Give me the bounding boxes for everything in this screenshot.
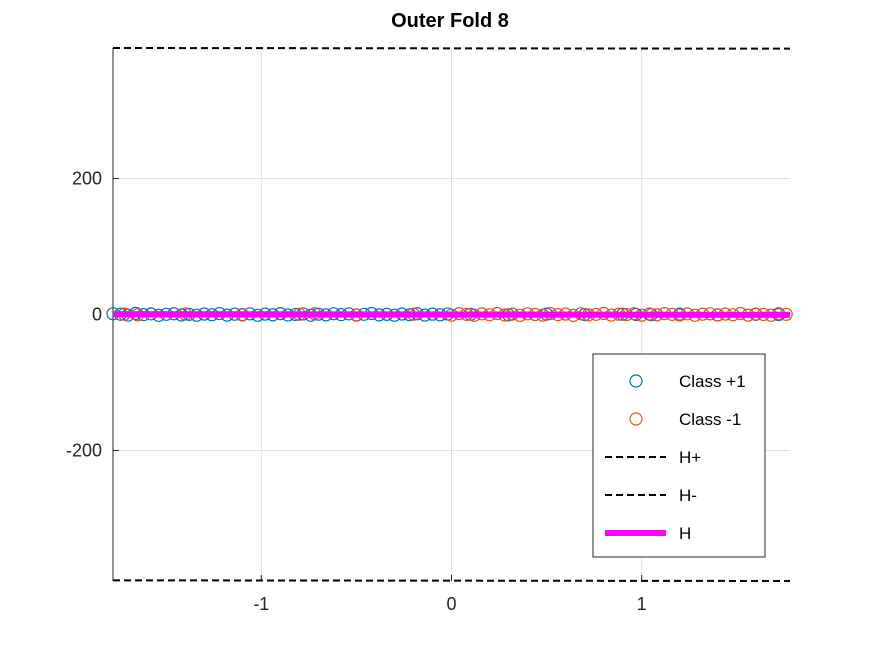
x-tick-label: -1 [253, 594, 269, 614]
legend-label: H [679, 524, 691, 543]
series-hplus-line [112, 47, 791, 50]
x-tick-label: 0 [446, 594, 456, 614]
legend-label: H+ [679, 448, 701, 467]
series-hminus-line [112, 579, 791, 582]
legend-marker-class-minus1 [629, 412, 643, 426]
plot-area: -1 0 1 -200 0 200 [66, 47, 793, 614]
legend: Class +1 Class -1 H+ H- H [592, 353, 766, 558]
legend-label: Class +1 [679, 372, 746, 391]
y-tick-label: 0 [92, 305, 102, 325]
legend-label: Class -1 [679, 410, 741, 429]
legend-marker-class-plus1 [629, 374, 643, 388]
x-tick-label: 1 [637, 594, 647, 614]
legend-label: H- [679, 486, 697, 505]
y-tick-label: 200 [72, 169, 102, 189]
series-h-line [112, 311, 791, 318]
legend-box [592, 353, 766, 558]
chart-title: Outer Fold 8 [391, 10, 509, 32]
y-tick-label: -200 [66, 440, 102, 460]
